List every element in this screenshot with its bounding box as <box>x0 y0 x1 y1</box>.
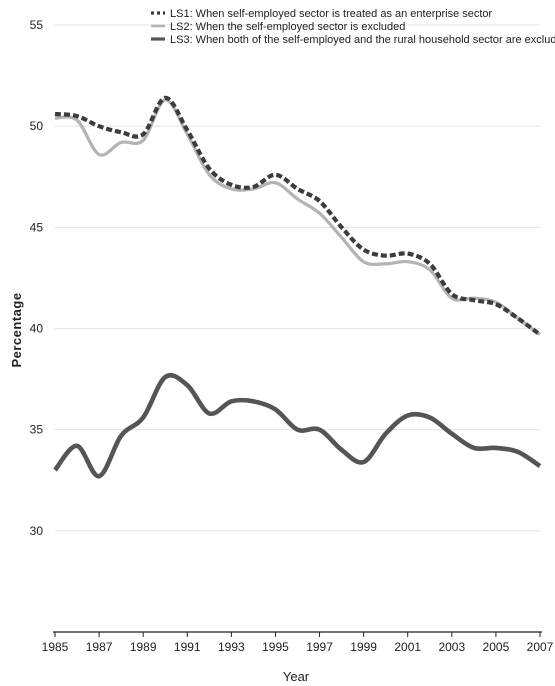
x-tick-label: 1991 <box>174 640 201 654</box>
legend-label: LS2: When the self-employed sector is ex… <box>170 21 405 33</box>
series-line <box>54 95 542 337</box>
legend-label: LS1: When self-employed sector is treate… <box>170 8 493 20</box>
x-tick-label: 1985 <box>42 640 69 654</box>
y-axis-label: Percentage <box>9 292 24 367</box>
x-tick-label: 1993 <box>218 640 245 654</box>
y-tick-label: 55 <box>30 18 44 32</box>
grid-lines <box>55 24 540 532</box>
x-axis: 1985 1987 1989 1991 1993 1995 1997 1999 2001 2003… <box>42 631 554 654</box>
x-tick-label: 1997 <box>306 640 333 654</box>
y-axis-ticks: 30 35 40 45 50 55 <box>30 18 44 538</box>
y-tick-label: 35 <box>30 423 44 437</box>
y-tick-label: 40 <box>30 322 44 336</box>
legend: LS1: When self-employed sector is treate… <box>151 8 555 46</box>
x-axis-label: Year <box>283 669 310 684</box>
x-tick-label: 2007 <box>527 640 554 654</box>
x-tick-label: 1989 <box>130 640 157 654</box>
series-lines <box>53 95 542 479</box>
x-tick-label: 1999 <box>350 640 377 654</box>
x-tick-label: 2003 <box>438 640 465 654</box>
x-tick-label: 2005 <box>483 640 510 654</box>
legend-label: LS3: When both of the self-employed and … <box>170 34 555 46</box>
y-tick-label: 45 <box>30 220 44 234</box>
series-line <box>54 98 541 336</box>
x-tick-label: 2001 <box>394 640 421 654</box>
y-tick-label: 50 <box>30 119 44 133</box>
series-line <box>53 372 542 479</box>
x-tick-label: 1987 <box>86 640 113 654</box>
x-tick-label: 1995 <box>262 640 289 654</box>
y-tick-label: 30 <box>30 524 44 538</box>
